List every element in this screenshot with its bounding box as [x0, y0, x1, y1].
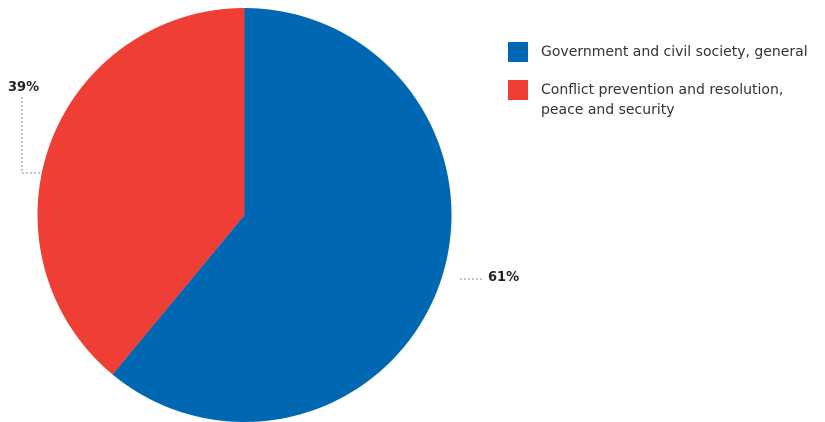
legend-item-government: Government and civil society, general [508, 42, 818, 62]
legend: Government and civil society, general Co… [508, 42, 818, 138]
leader-line-conflict-prevention [21, 95, 40, 174]
legend-swatch-government [508, 42, 528, 62]
pie-slice-conflict-prevention [37, 8, 245, 375]
data-label-conflict-prevention: 39% [8, 80, 39, 95]
legend-item-conflict-prevention: Conflict prevention and resolution, peac… [508, 80, 818, 120]
pie-slice-government [112, 8, 452, 422]
data-label-government: 61% [488, 270, 519, 285]
legend-label-conflict-prevention: Conflict prevention and resolution, peac… [541, 82, 784, 118]
legend-swatch-conflict-prevention [508, 80, 528, 100]
legend-label-government: Government and civil society, general [541, 44, 808, 60]
